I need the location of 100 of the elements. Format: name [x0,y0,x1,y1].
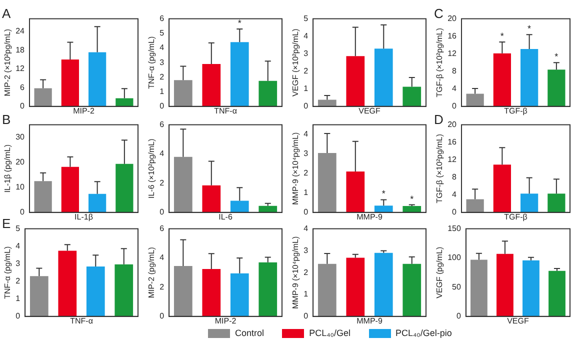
y-tick-label: 3 [304,149,309,158]
y-tick-label: 3 [304,49,309,58]
y-tick-label: 1 [304,84,309,94]
y-tick-label: 1 [16,294,21,304]
y-axis-title: TNF-α (pg/mL) [147,36,156,89]
y-tick-label: 4 [304,130,309,139]
y-tick-label: 8 [452,66,458,76]
y-axis-title: MMP-9 (×10⁴pg/mL) [291,236,300,309]
data-label: * [554,52,559,62]
y-tick-label: 4 [304,32,309,41]
y-tick-label: 0 [304,312,309,321]
text: C [434,6,444,21]
y-tick-label: 18 [16,45,26,54]
x-axis-title: VEGF [507,316,529,326]
y-tick-label: 2 [304,268,309,277]
y-tick-label: 4 [160,253,165,262]
y-tick-label: 6 [160,120,165,130]
x-axis-title: MIP-2 [73,106,95,116]
y-tick-label: 6 [160,224,165,234]
data-label: * [528,24,532,34]
x-axis-title: MMP-9 [356,212,383,222]
y-tick-label: 3 [304,246,309,255]
y-tick-label: 12 [448,155,458,164]
y-axis-title: IL-1β (pg/mL) [3,144,12,193]
y-tick-label: 2 [160,72,165,82]
y-tick-label: 2 [160,282,165,292]
y-tick-label: 10 [16,182,26,192]
y-tick-label: 2 [160,178,165,188]
y-tick-label: 4 [160,149,165,158]
data-label: * [410,194,414,204]
text: E [2,216,11,231]
legend-label: Control [235,328,264,338]
y-tick-label: 6 [20,82,26,92]
y-tick-label: 2 [304,168,309,178]
legend-label: PCL₄₀/Gel-pio [396,328,452,338]
y-tick-label: 20 [448,120,458,130]
y-tick-label: 30 [16,132,26,142]
y-tick-label: 5 [16,224,21,234]
y-tick-label: 12 [448,49,458,58]
y-tick-label: 8 [452,172,458,182]
y-tick-label: 4 [452,84,458,94]
y-tick-label: 1 [304,290,309,299]
text: B [2,112,11,127]
y-axis-title: MIP-2 (×10²pg/mL) [3,28,12,96]
y-axis-title: IL-6 (×10²pg/mL) [147,138,156,199]
y-tick-label: 0 [160,208,165,217]
y-axis-title: MIP-2 (pg/mL) [147,246,156,298]
x-axis-title: MIP-2 [214,316,237,326]
y-tick-label: 12 [16,64,26,74]
data-label: * [238,18,242,28]
y-tick-label: 2 [16,276,21,286]
y-tick-label: 4 [452,190,458,200]
y-tick-label: 0 [452,208,458,217]
x-axis-title: IL-6 [218,212,233,222]
data-label: * [382,188,386,199]
y-tick-label: 0 [20,208,26,217]
y-tick-label: 0 [304,102,309,111]
y-axis-title: TGF-β (×10²pg/mL) [435,134,444,204]
y-tick-label: 5 [304,14,309,24]
x-axis-title: TNF-α [214,106,238,116]
y-tick-label: 1 [160,87,165,96]
y-axis-title: VEGF (pg/mL) [435,246,444,298]
y-axis-title: TGF-β (×10²pg/mL) [435,28,444,98]
y-tick-label: 4 [304,224,309,234]
y-tick-label: 0 [16,312,21,321]
y-tick-label: 0 [160,312,165,321]
y-tick-label: 3 [16,259,21,268]
y-tick-label: 50 [452,282,462,292]
y-tick-label: 3 [160,58,165,67]
y-axis-title: MMP-9 (×10⁴pg/mL) [291,132,300,205]
y-tick-label: 16 [448,138,458,147]
y-tick-label: 0 [160,102,165,111]
text: D [434,112,444,127]
y-tick-label: 1 [304,188,309,198]
y-axis-title: VEGF (×10²pg/mL) [291,28,300,97]
x-axis-title: TNF-α [70,316,94,326]
y-tick-label: 4 [16,242,21,251]
x-axis-title: IL-1β [74,212,94,222]
y-tick-label: 4 [160,43,165,52]
y-tick-label: 0 [20,102,26,111]
x-axis-title: VEGF [358,106,381,116]
y-tick-label: 6 [160,14,165,24]
y-tick-label: 16 [448,32,458,41]
y-tick-label: 5 [160,28,165,38]
x-axis-title: TGF-β [504,106,528,116]
data-label: * [500,31,504,41]
y-tick-label: 150 [448,224,462,234]
x-axis-title: TGF-β [504,212,528,222]
x-axis-title: MMP-9 [356,316,383,326]
y-tick-label: 20 [16,158,26,167]
y-axis-title: TNF-α (pg/mL) [3,246,12,299]
y-tick-label: 100 [448,253,462,262]
y-tick-label: 0 [304,208,309,217]
y-tick-label: 0 [456,312,462,321]
y-tick-label: 2 [304,66,309,76]
y-tick-label: 24 [16,26,26,36]
legend-label: PCL₄₀/Gel [309,328,350,338]
text: A [2,6,11,21]
y-tick-label: 0 [452,102,458,111]
y-tick-label: 20 [448,14,458,24]
